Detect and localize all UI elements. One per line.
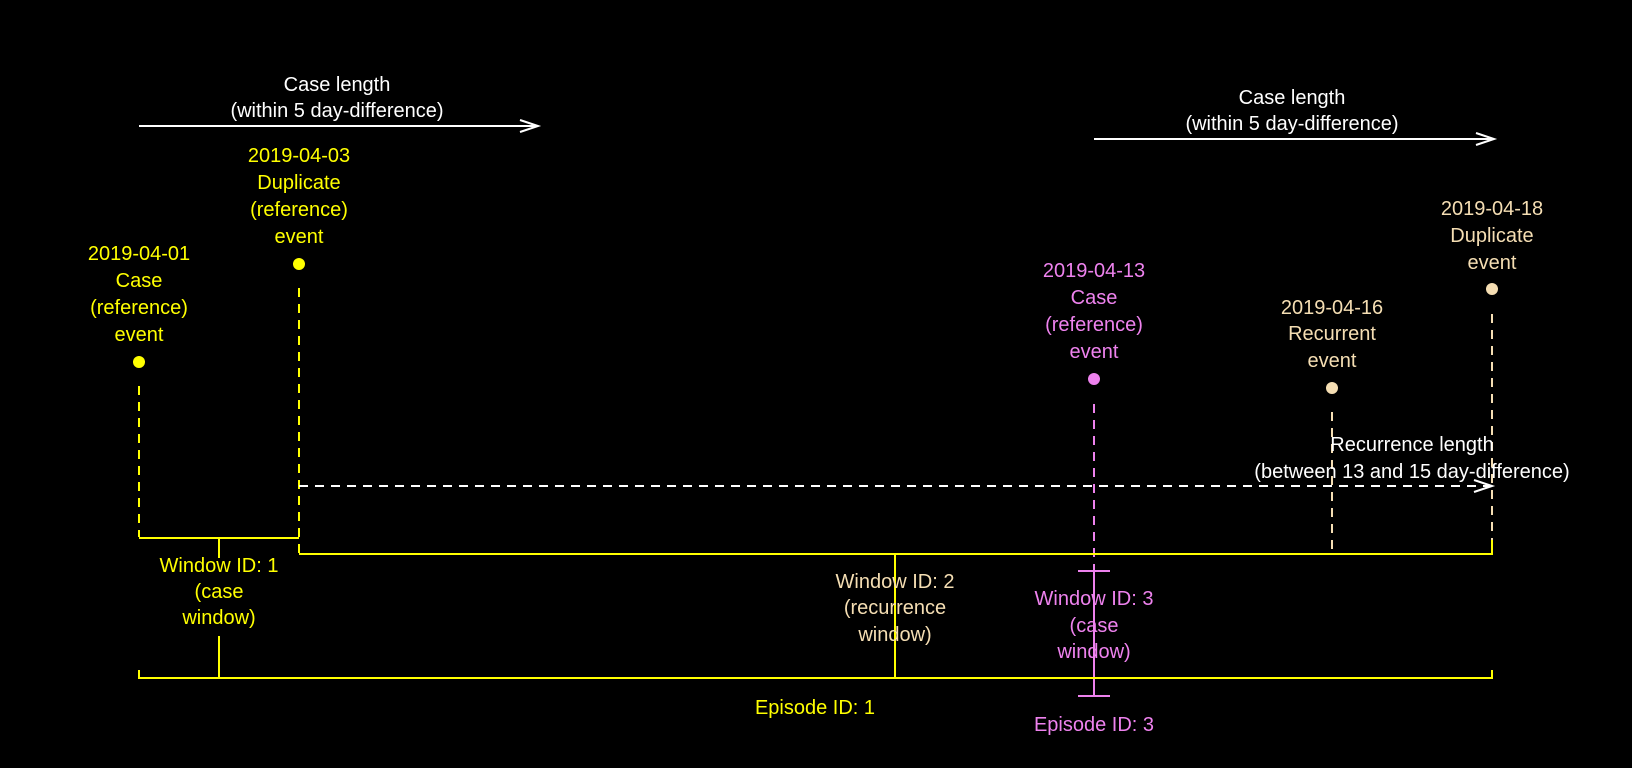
case-length-sublabel: (within 5 day-difference): [1185, 113, 1398, 135]
case-length-label: Case length: [1239, 87, 1346, 109]
event-2019-04-03: 2019-04-03 Duplicate (reference) event: [248, 145, 350, 555]
event-type: Case: [1071, 287, 1118, 309]
case-length-arrowhead: [519, 119, 542, 133]
window-type: (case: [195, 581, 244, 603]
episode-3-label: Episode ID: 3: [1034, 714, 1154, 736]
event-point: [1088, 373, 1100, 385]
event-2019-04-18: 2019-04-18 Duplicate event: [1441, 198, 1543, 552]
event-type: Duplicate: [257, 172, 340, 194]
window-id: Window ID: 3: [1035, 588, 1154, 610]
event-role: event: [1468, 252, 1517, 274]
event-2019-04-13: 2019-04-13 Case (reference) event: [1043, 260, 1145, 570]
episode-1-label: Episode ID: 1: [755, 697, 875, 719]
window-type: (recurrence: [844, 597, 946, 619]
event-suffix: event: [275, 226, 324, 248]
window-type-suffix: window): [1056, 641, 1130, 663]
window-type: (case: [1070, 615, 1119, 637]
window-3-label: Window ID: 3 (case window): [1035, 588, 1154, 663]
event-role: (reference): [250, 199, 348, 221]
recurrence-length-arrowhead: [1473, 479, 1496, 493]
event-date: 2019-04-16: [1281, 297, 1383, 319]
recurrence-length-annotation: Recurrence length (between 13 and 15 day…: [299, 434, 1570, 493]
case-length-annotation-2: Case length (within 5 day-difference): [1094, 87, 1498, 146]
event-type: Recurrent: [1288, 323, 1376, 345]
recurrence-length-sublabel: (between 13 and 15 day-difference): [1254, 461, 1569, 483]
event-2019-04-01: 2019-04-01 Case (reference) event: [88, 243, 190, 537]
case-length-arrowhead: [1475, 132, 1498, 146]
window-1-label: Window ID: 1 (case window): [160, 555, 279, 629]
event-date: 2019-04-01: [88, 243, 190, 265]
event-point: [1486, 283, 1498, 295]
episode-1-line: [138, 670, 1493, 679]
window-id: Window ID: 1: [160, 555, 279, 577]
event-point: [1326, 382, 1338, 394]
window-id: Window ID: 2: [836, 571, 955, 593]
event-point: [293, 258, 305, 270]
event-date: 2019-04-13: [1043, 260, 1145, 282]
event-role: (reference): [90, 297, 188, 319]
window-2-bracket: [299, 540, 1493, 555]
event-suffix: event: [115, 324, 164, 346]
case-length-sublabel: (within 5 day-difference): [230, 100, 443, 122]
window-type-suffix: window): [857, 624, 931, 646]
event-2019-04-16: 2019-04-16 Recurrent event: [1281, 297, 1383, 552]
event-type: Duplicate: [1450, 225, 1533, 247]
episode-3-bracket: Episode ID: 3: [1034, 714, 1154, 736]
window-brackets: [139, 537, 1493, 697]
recurrence-length-label: Recurrence length: [1330, 434, 1493, 456]
case-length-label: Case length: [284, 74, 391, 96]
window-type-suffix: window): [181, 607, 255, 629]
event-role: event: [1308, 350, 1357, 372]
event-role: (reference): [1045, 314, 1143, 336]
event-type: Case: [116, 270, 163, 292]
window-2-label: Window ID: 2 (recurrence window): [836, 571, 955, 646]
case-length-annotation-1: Case length (within 5 day-difference): [139, 74, 542, 133]
event-point: [133, 356, 145, 368]
event-date: 2019-04-18: [1441, 198, 1543, 220]
event-date: 2019-04-03: [248, 145, 350, 167]
event-suffix: event: [1070, 341, 1119, 363]
episode-1-bracket: Episode ID: 1: [138, 670, 1493, 719]
